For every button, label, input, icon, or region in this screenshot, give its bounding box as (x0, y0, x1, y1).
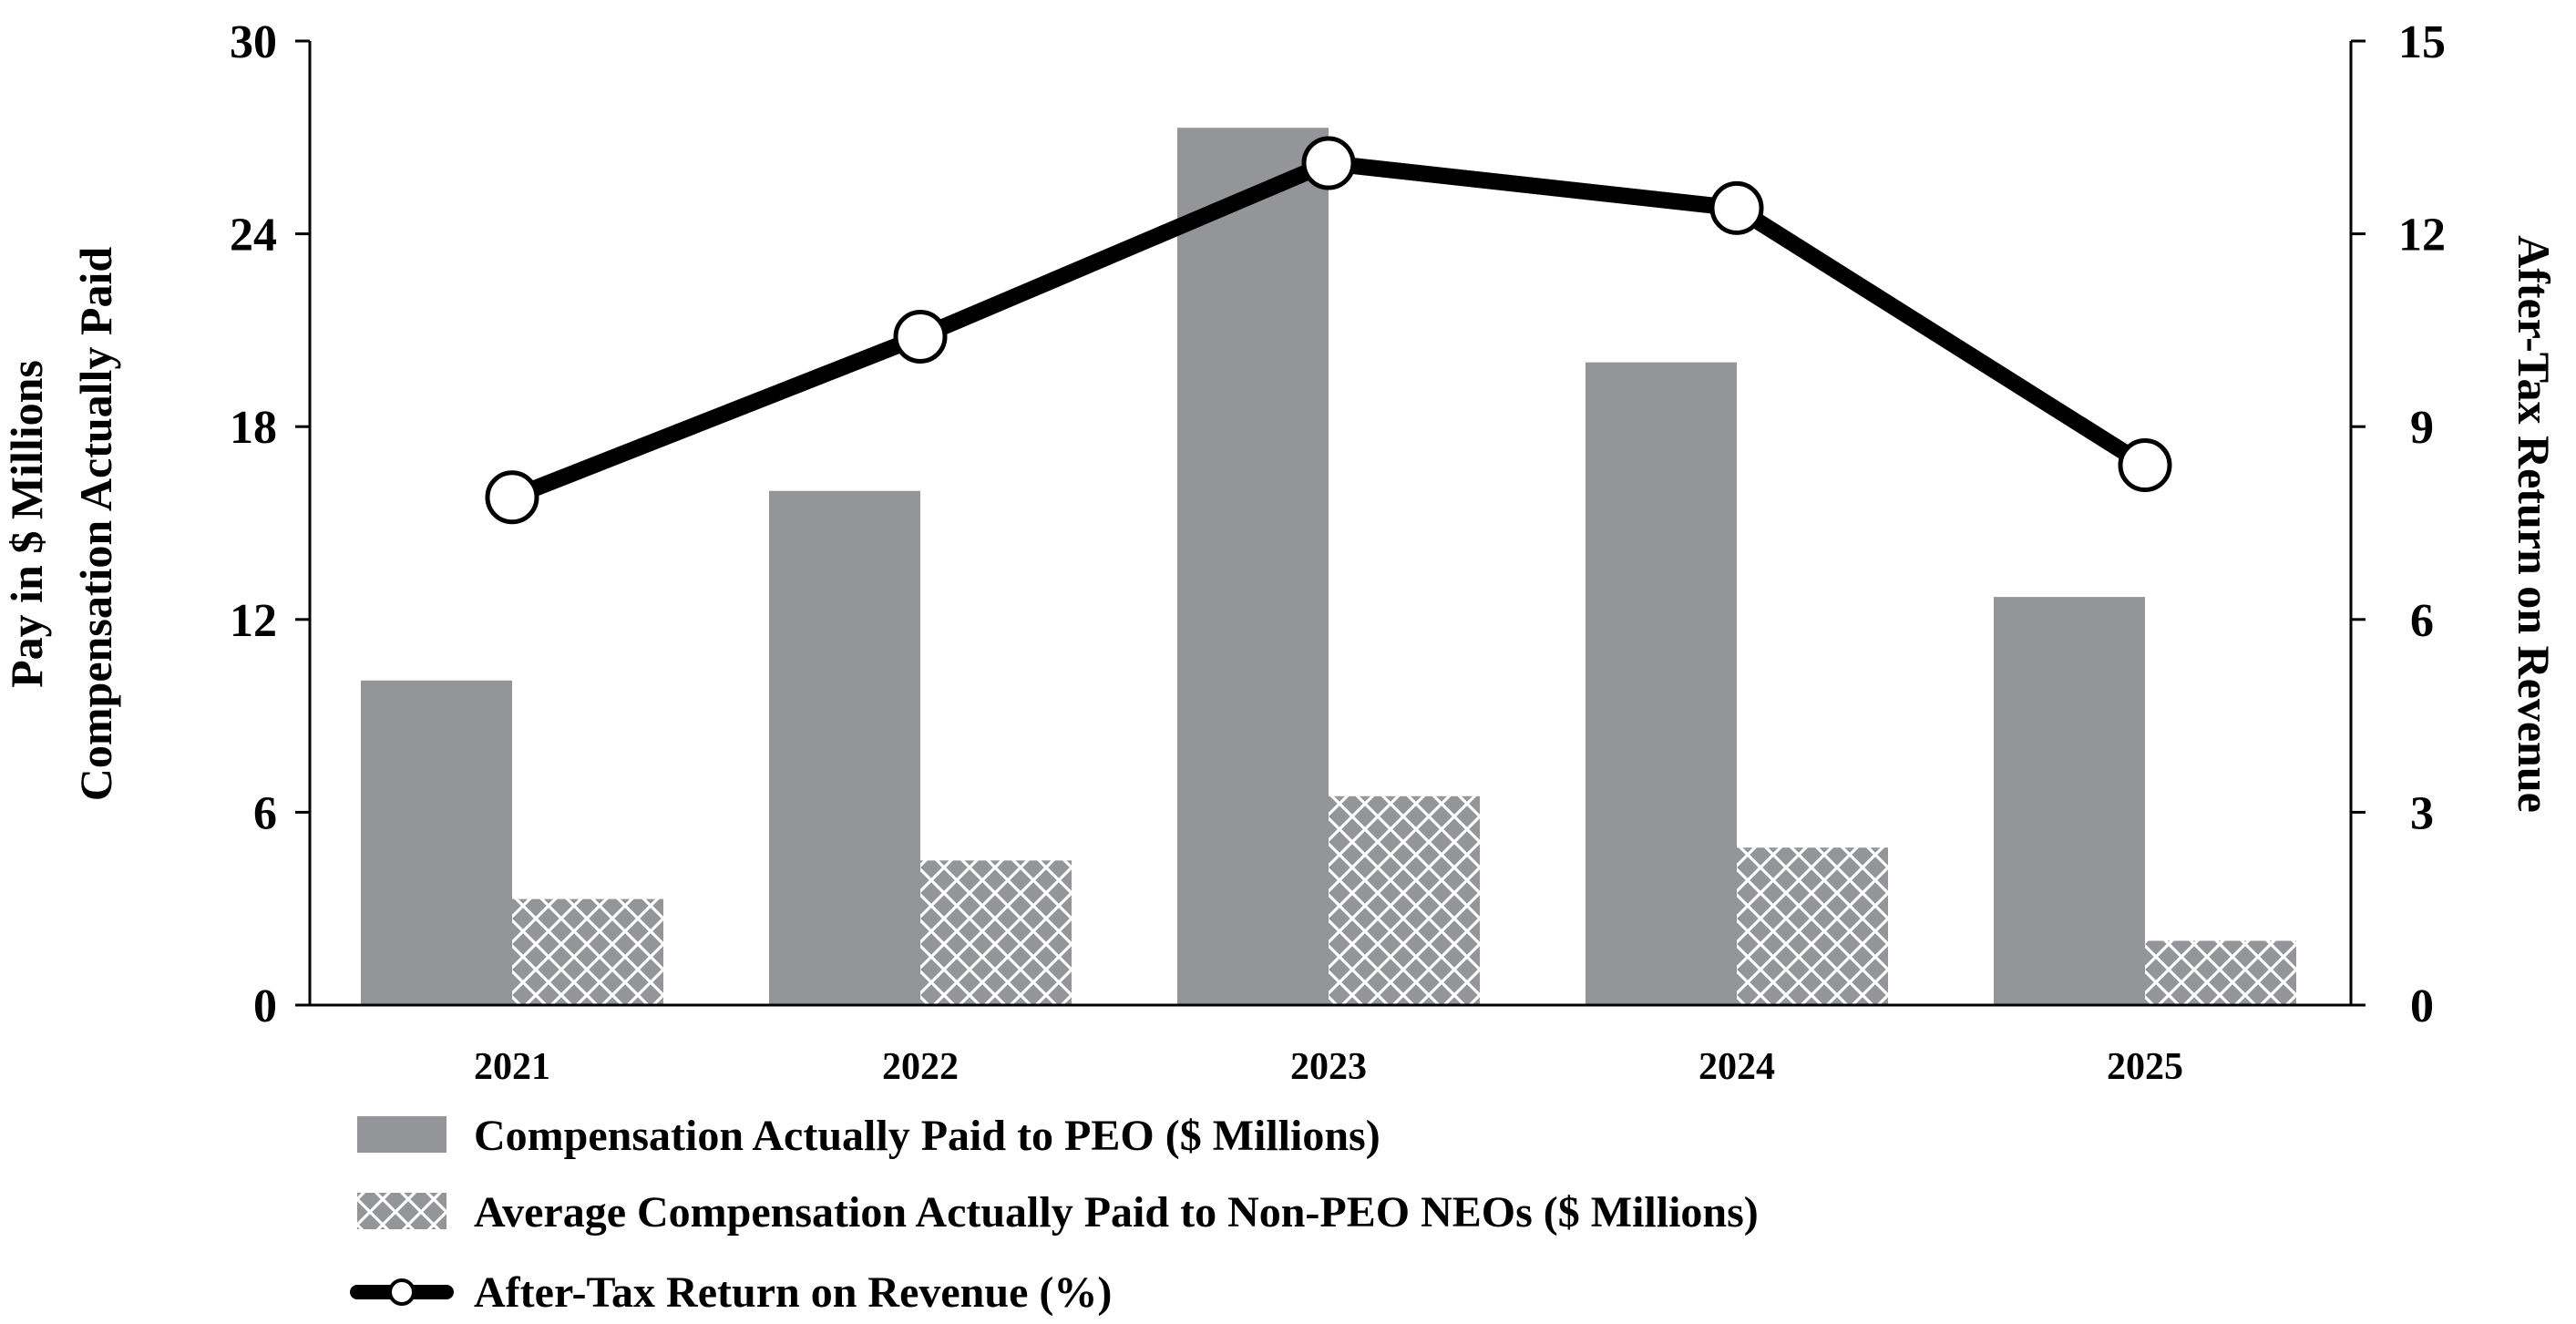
category-label-2023: 2023 (1290, 1046, 1367, 1088)
left-tick-label-24: 24 (230, 210, 277, 262)
return-point-2021 (485, 470, 539, 525)
left-tick-label-0: 0 (253, 980, 277, 1032)
right-axis-ticks: 0 3 6 9 12 15 (2351, 16, 2446, 1032)
legend-label-line: After-Tax Return on Revenue (%) (474, 1268, 1112, 1317)
legend-swatch-peo (357, 1116, 446, 1153)
bar-neo-2025 (2145, 940, 2296, 1005)
return-point-2022 (893, 309, 948, 364)
right-tick-label-9: 9 (2410, 402, 2434, 454)
legend-label-neo: Average Compensation Actually Paid to No… (474, 1188, 1759, 1237)
line-series (485, 136, 2172, 525)
bar-neo-2023 (1329, 795, 1480, 1005)
right-tick-label-12: 12 (2398, 210, 2446, 262)
category-label-2025: 2025 (2107, 1046, 2183, 1088)
axes (308, 41, 2353, 1007)
bar-neo-2024 (1737, 847, 1888, 1005)
bar-peo-2021 (361, 680, 512, 1005)
category-label-2022: 2022 (882, 1046, 959, 1088)
bar-peo-2022 (769, 490, 920, 1005)
category-label-2021: 2021 (474, 1046, 550, 1088)
bar-peo-2023 (1177, 128, 1329, 1006)
left-tick-label-6: 6 (253, 787, 277, 839)
category-label-2024: 2024 (1699, 1046, 1775, 1088)
bar-peo-2025 (1994, 597, 2145, 1005)
legend-label-peo: Compensation Actually Paid to PEO ($ Mil… (474, 1112, 1380, 1160)
right-axis-title: After-Tax Return on Revenue (2509, 235, 2560, 813)
legend-swatch-marker (388, 1278, 416, 1306)
category-labels: 2021 2022 2023 2024 2025 (474, 1046, 2183, 1088)
return-point-2025 (2118, 438, 2172, 493)
right-tick-label-15: 15 (2398, 16, 2446, 68)
right-tick-label-6: 6 (2410, 595, 2434, 647)
left-tick-label-18: 18 (230, 402, 277, 454)
right-tick-label-0: 0 (2410, 980, 2434, 1032)
return-point-2024 (1709, 180, 1764, 235)
legend: Compensation Actually Paid to PEO ($ Mil… (350, 1112, 1759, 1317)
bar-peo-2024 (1586, 362, 1737, 1006)
left-tick-label-30: 30 (230, 16, 277, 68)
left-tick-label-12: 12 (230, 595, 277, 647)
bar-group (361, 128, 2296, 1006)
left-axis-title-line2: Pay in $ Millions (1, 360, 52, 688)
bar-neo-2021 (512, 898, 663, 1005)
legend-swatch-neo (357, 1193, 446, 1229)
return-point-2023 (1301, 136, 1356, 190)
right-tick-label-3: 3 (2410, 787, 2434, 839)
left-axis-title-line1: Compensation Actually Paid (70, 247, 121, 802)
bar-neo-2022 (920, 860, 1072, 1005)
left-axis-ticks: 0 6 12 18 24 30 (230, 16, 310, 1032)
